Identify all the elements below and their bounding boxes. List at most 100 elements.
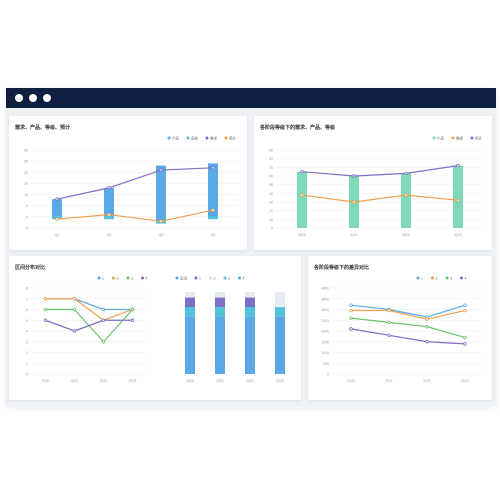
data-point xyxy=(130,318,135,322)
y-tick-label: 8 xyxy=(26,287,28,291)
legend-label: 1 xyxy=(199,276,201,280)
data-point xyxy=(159,168,163,172)
stacked-bar-segment xyxy=(185,297,195,308)
legend-marker xyxy=(451,136,455,140)
bar xyxy=(453,165,463,228)
legend-marker xyxy=(205,136,209,140)
y-tick-label: 500 xyxy=(323,362,329,366)
series-line xyxy=(351,309,466,320)
stacked-bar-segment xyxy=(215,297,225,308)
dashboard-window: 需求、产品、等级、预计 产品 品控 需求 预计 -5 0 5 10 15 20 25 30 Q1 Q2 Q3… xyxy=(6,88,496,406)
data-point xyxy=(101,307,106,312)
x-tick-label: Q4 xyxy=(211,233,216,237)
series-line xyxy=(350,317,466,339)
window-control-dot[interactable] xyxy=(29,94,37,102)
y-tick-label: 10 xyxy=(269,218,273,222)
chart-stage-levels: 产品 需求 预计 0 10 20 30 40 50 60 70 80 90 2020 2021 2022 202… xyxy=(269,135,484,237)
bar xyxy=(52,199,62,220)
y-tick-label: 40 xyxy=(269,192,273,196)
y-tick-label: 2 xyxy=(26,351,28,355)
data-point xyxy=(211,208,215,212)
data-point xyxy=(463,303,467,307)
x-tick-label: 2020 xyxy=(186,379,194,383)
data-point xyxy=(349,316,353,320)
data-point xyxy=(387,308,391,313)
bar xyxy=(401,173,411,228)
series-line xyxy=(56,167,214,200)
y-tick-label: 4000 xyxy=(321,287,329,291)
panel-title: 需求、产品、等级、预计 xyxy=(15,125,71,131)
y-tick-label: 0 xyxy=(26,215,28,219)
legend-label: 2 xyxy=(436,276,438,280)
y-tick-label: 30 xyxy=(269,201,273,205)
x-tick-label: 2020 xyxy=(347,379,355,383)
y-tick-label: 60 xyxy=(269,175,273,179)
data-point xyxy=(425,324,429,329)
legend-marker xyxy=(194,276,198,280)
legend-label: 2 xyxy=(117,276,119,280)
data-point xyxy=(387,320,391,325)
legend-marker xyxy=(470,136,474,140)
series-line xyxy=(45,298,133,311)
data-point xyxy=(300,193,304,197)
y-tick-label: -5 xyxy=(25,227,28,231)
series-line xyxy=(350,304,466,318)
panel-distribution: 区间分布对比 1 2 3 4 0 1 2 3 4 5 6 7 8 2020 2021 2022 2023 区间 1 2… xyxy=(9,256,301,400)
data-point xyxy=(352,174,356,178)
data-point xyxy=(463,335,467,340)
x-tick-label: 2022 xyxy=(246,379,254,383)
data-point xyxy=(55,217,59,221)
legend-label: 4 xyxy=(465,276,467,280)
legend-label: 预计 xyxy=(229,135,236,140)
data-point xyxy=(349,303,353,307)
legend-label: 需求 xyxy=(210,135,217,140)
legend-label: 4 xyxy=(243,276,245,280)
x-tick-label: Q3 xyxy=(159,233,164,237)
x-tick-label: 2023 xyxy=(454,233,462,237)
panel-stage-levels: 各阶段等级下的需求、产品、等级 产品 需求 预计 0 10 20 30 40 50 60 70 80 9… xyxy=(254,116,492,250)
panel-title: 各阶段等级下的需求、产品、等级 xyxy=(260,125,336,131)
y-tick-label: 25 xyxy=(24,160,28,164)
legend-label: 1 xyxy=(102,276,104,280)
legend-marker xyxy=(416,276,420,280)
data-point xyxy=(425,317,429,321)
stacked-bar-remainder xyxy=(215,292,225,298)
y-tick-label: 2500 xyxy=(321,319,329,323)
x-tick-label: Q1 xyxy=(55,233,60,237)
data-point xyxy=(300,169,304,174)
legend-marker xyxy=(186,136,190,140)
x-tick-label: 2022 xyxy=(100,379,108,383)
data-point xyxy=(101,318,106,322)
data-point xyxy=(404,171,408,176)
y-tick-label: 5 xyxy=(26,204,28,208)
legend-marker xyxy=(460,276,463,280)
panel-title: 各阶段等级下的差异对比 xyxy=(314,265,370,271)
window-control-dot[interactable] xyxy=(43,94,51,102)
data-point xyxy=(404,193,408,197)
stacked-bar-segment xyxy=(245,297,255,308)
legend-marker xyxy=(167,136,171,140)
legend-label: 需求 xyxy=(456,135,464,140)
chart-demand-products: 产品 品控 需求 预计 -5 0 5 10 15 20 25 30 Q1 Q2 Q3 Q4 xyxy=(24,135,239,237)
window-control-dot[interactable] xyxy=(15,94,23,102)
stacked-bar-remainder xyxy=(185,292,195,298)
data-point xyxy=(130,307,135,312)
x-tick-label: 2020 xyxy=(42,379,50,383)
y-tick-label: 50 xyxy=(269,183,273,187)
stacked-bar-segment xyxy=(275,316,285,374)
legend-label: 品控 xyxy=(191,135,198,140)
legend-marker xyxy=(223,276,227,280)
y-tick-label: 30 xyxy=(24,149,28,153)
x-tick-label: 2021 xyxy=(71,379,79,383)
data-point xyxy=(352,200,356,204)
legend-label: 产品 xyxy=(172,135,179,140)
y-tick-label: 3 xyxy=(26,340,28,344)
stacked-bar-segment xyxy=(275,307,285,317)
y-tick-label: 15 xyxy=(24,182,28,186)
data-point xyxy=(107,186,111,190)
legend-marker xyxy=(141,276,144,280)
legend-marker xyxy=(432,136,436,140)
bar-tip xyxy=(104,216,114,220)
legend-label: 4 xyxy=(146,276,148,280)
y-tick-label: 3000 xyxy=(321,308,329,312)
